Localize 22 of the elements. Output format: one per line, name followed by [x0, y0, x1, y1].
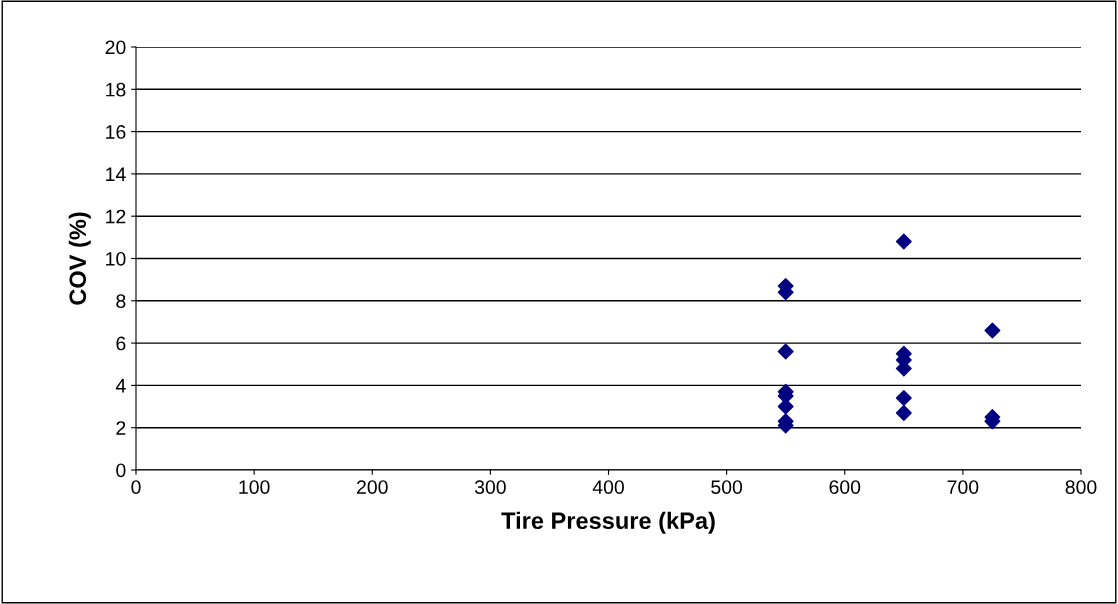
y-tick-label: 14 [106, 167, 126, 181]
x-axis-title: Tire Pressure (kPa) [501, 511, 715, 534]
x-tick-label: 200 [357, 480, 388, 494]
y-tick-label: 18 [106, 82, 126, 97]
y-tick-label: 2 [116, 421, 126, 435]
y-tick-label: 12 [106, 209, 126, 224]
y-tick-label: 16 [106, 125, 126, 139]
x-tick-label: 700 [947, 480, 979, 494]
x-tick-label: 400 [592, 480, 624, 494]
x-tick-label: 800 [1065, 480, 1097, 494]
y-tick-label: 20 [105, 40, 126, 55]
y-tick-label: 6 [116, 336, 126, 351]
x-tick-label: 600 [829, 480, 861, 494]
x-tick-label: 100 [239, 480, 270, 494]
y-axis-title: COV (%) [68, 212, 91, 305]
x-tick-label: 500 [711, 480, 743, 494]
y-tick-label: 4 [115, 379, 126, 393]
y-tick-label: 8 [116, 294, 126, 309]
x-tick-label: 0 [131, 480, 141, 494]
y-tick-label: 10 [106, 251, 126, 266]
x-tick-label: 300 [474, 480, 506, 494]
y-tick-label: 0 [116, 463, 126, 478]
